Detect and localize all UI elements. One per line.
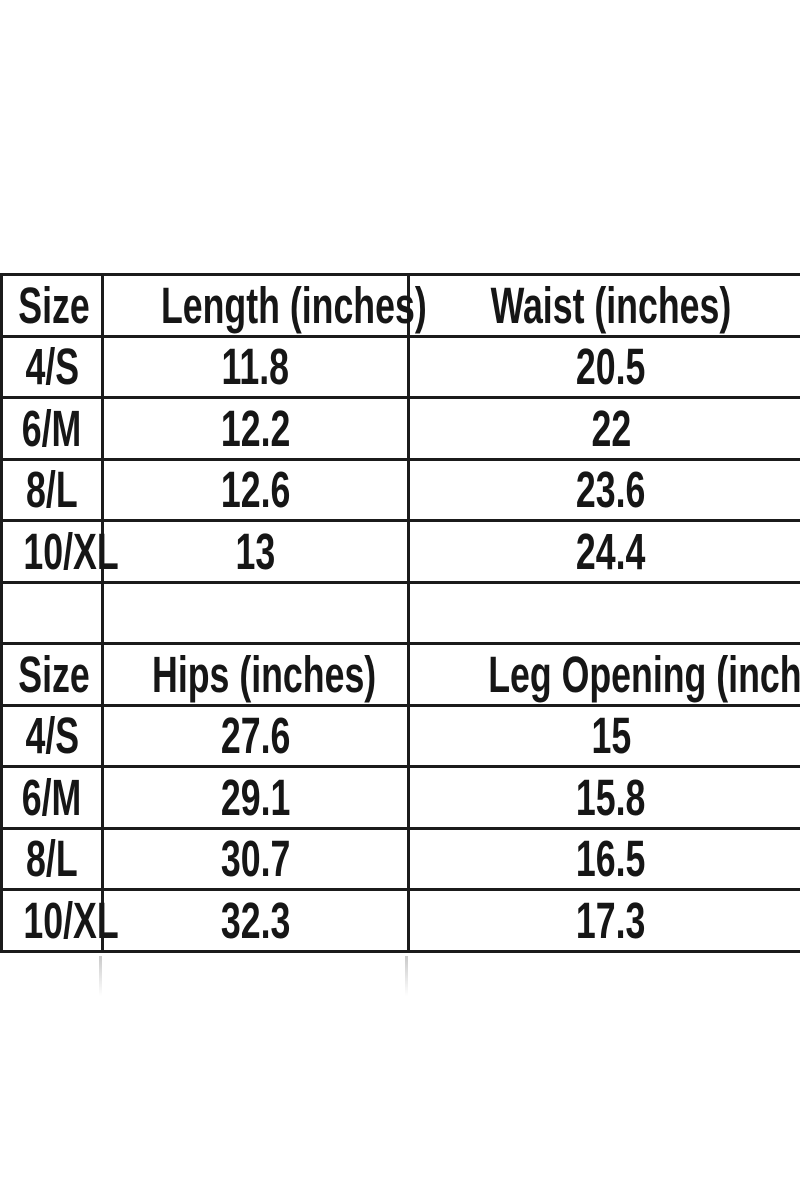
table-row: 8/L 30.7 16.5 bbox=[0, 826, 800, 891]
cell-value: 10/XL bbox=[23, 891, 119, 949]
length-cell: 13 bbox=[101, 519, 410, 584]
table-row: 4/S 11.8 20.5 bbox=[0, 334, 800, 399]
cell-value: 6/M bbox=[22, 399, 82, 457]
cell-value: 4/S bbox=[25, 338, 79, 396]
hips-cell: 30.7 bbox=[101, 826, 410, 891]
cell-value: 8/L bbox=[26, 461, 78, 519]
hips-cell: 29.1 bbox=[101, 765, 410, 830]
size-cell: 6/M bbox=[0, 765, 104, 830]
size-cell: 4/S bbox=[0, 334, 104, 399]
table-row: 10/XL 32.3 17.3 bbox=[0, 888, 800, 953]
cell-value: 15.8 bbox=[576, 768, 646, 826]
leg-opening-cell: 16.5 bbox=[407, 826, 800, 891]
waist-cell: 20.5 bbox=[407, 334, 800, 399]
cell-value: 29.1 bbox=[220, 768, 291, 826]
header-cell-length: Length (inches) bbox=[101, 273, 427, 338]
cell-value: 11.8 bbox=[221, 338, 290, 396]
size-cell: 4/S bbox=[0, 703, 104, 768]
header-label: Leg Opening (inches) bbox=[488, 645, 800, 703]
size-chart-table: Size Length (inches) Waist (inches) 4/S … bbox=[0, 273, 800, 953]
table-row: 4/S 27.6 15 bbox=[0, 703, 800, 768]
cell-value: 23.6 bbox=[576, 461, 646, 519]
length-cell: 11.8 bbox=[101, 334, 410, 399]
leg-opening-cell: 15 bbox=[407, 703, 800, 768]
hips-cell: 32.3 bbox=[101, 888, 410, 953]
empty-cell bbox=[0, 580, 104, 645]
header-row-hips-leg: Size Hips (inches) Leg Opening (inches) bbox=[0, 642, 800, 707]
cell-value: 27.6 bbox=[220, 707, 291, 765]
table-row: 10/XL 13 24.4 bbox=[0, 519, 800, 584]
cell-value: 24.4 bbox=[576, 522, 646, 580]
size-cell: 10/XL bbox=[0, 519, 119, 584]
faint-gridline-stub bbox=[99, 956, 102, 996]
cell-value: 15 bbox=[591, 707, 631, 765]
cell-value: 6/M bbox=[22, 768, 82, 826]
size-cell: 6/M bbox=[0, 396, 104, 461]
waist-cell: 23.6 bbox=[407, 457, 800, 522]
header-label: Hips (inches) bbox=[152, 645, 377, 703]
leg-opening-cell: 17.3 bbox=[407, 888, 800, 953]
size-chart: Size Length (inches) Waist (inches) 4/S … bbox=[0, 273, 800, 953]
size-cell: 8/L bbox=[0, 826, 104, 891]
waist-cell: 22 bbox=[407, 396, 800, 461]
header-label: Length (inches) bbox=[160, 276, 427, 334]
header-cell-leg-opening: Leg Opening (inches) bbox=[407, 642, 800, 707]
header-cell-size: Size bbox=[0, 642, 104, 707]
cell-value: 17.3 bbox=[576, 891, 646, 949]
leg-opening-cell: 15.8 bbox=[407, 765, 800, 830]
size-cell: 10/XL bbox=[0, 888, 119, 953]
header-cell-size: Size bbox=[0, 273, 104, 338]
cell-value: 4/S bbox=[25, 707, 79, 765]
length-cell: 12.2 bbox=[101, 396, 410, 461]
header-cell-waist: Waist (inches) bbox=[407, 273, 800, 338]
header-label: Waist (inches) bbox=[490, 276, 732, 334]
cell-value: 13 bbox=[235, 522, 276, 580]
header-label: Size bbox=[18, 276, 90, 334]
size-cell: 8/L bbox=[0, 457, 104, 522]
cell-value: 16.5 bbox=[576, 830, 646, 888]
waist-cell: 24.4 bbox=[407, 519, 800, 584]
table-row: 6/M 12.2 22 bbox=[0, 396, 800, 461]
cell-value: 12.2 bbox=[220, 399, 291, 457]
cell-value: 20.5 bbox=[576, 338, 646, 396]
hips-cell: 27.6 bbox=[101, 703, 410, 768]
cell-value: 30.7 bbox=[220, 830, 291, 888]
cell-value: 8/L bbox=[26, 830, 78, 888]
spacer-row bbox=[0, 580, 800, 645]
cell-value: 10/XL bbox=[23, 522, 119, 580]
empty-cell bbox=[101, 580, 410, 645]
cell-value: 12.6 bbox=[220, 461, 291, 519]
faint-gridline-stub bbox=[405, 956, 408, 996]
header-cell-hips: Hips (inches) bbox=[101, 642, 410, 707]
header-label: Size bbox=[18, 645, 90, 703]
cell-value: 22 bbox=[591, 399, 631, 457]
header-row-length-waist: Size Length (inches) Waist (inches) bbox=[0, 273, 800, 338]
cell-value: 32.3 bbox=[220, 891, 291, 949]
table-row: 6/M 29.1 15.8 bbox=[0, 765, 800, 830]
length-cell: 12.6 bbox=[101, 457, 410, 522]
empty-cell bbox=[407, 580, 800, 645]
table-row: 8/L 12.6 23.6 bbox=[0, 457, 800, 522]
